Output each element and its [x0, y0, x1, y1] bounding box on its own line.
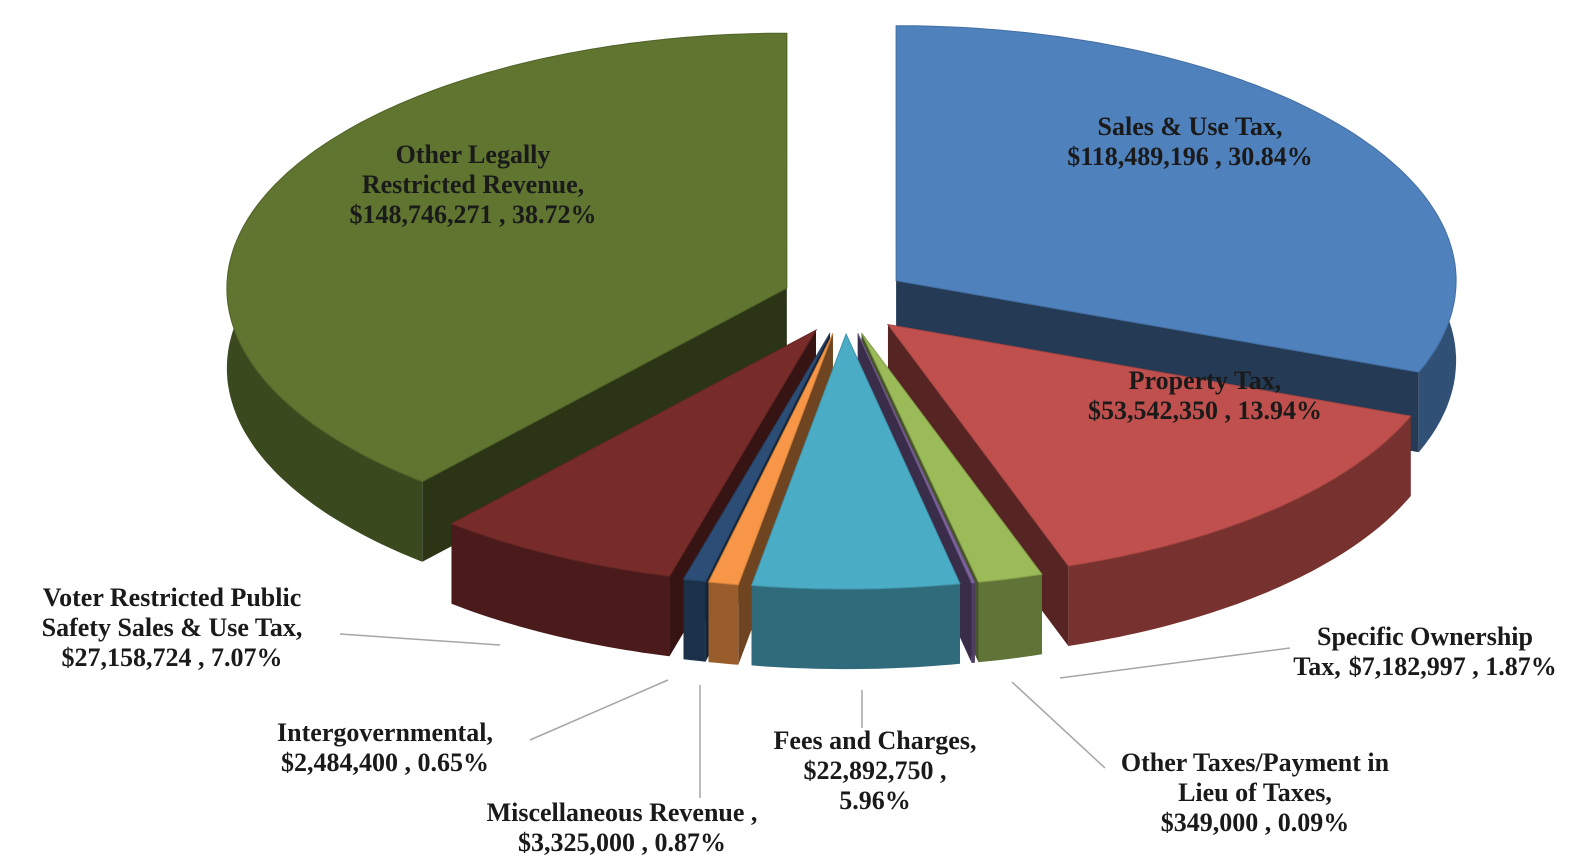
slice-top: [895, 25, 1457, 373]
slice-top: [886, 323, 1412, 567]
leader-line: [339, 633, 501, 646]
slice: [750, 332, 961, 670]
slice-label: Other Taxes/Payment in Lieu of Taxes, $34…: [1095, 748, 1415, 838]
slice-label: Other Legally Restricted Revenue, $148,74…: [350, 140, 597, 230]
category-label: Sales & Use Tax,: [1097, 112, 1283, 141]
category-label: Miscellaneous Revenue ,: [486, 798, 758, 827]
slice-label: Intergovernmental, $2,484,400 , 0.65%: [277, 718, 493, 778]
slice-outer-wall: [451, 523, 670, 657]
value-label: $53,542,350 , 13.94%: [1088, 396, 1322, 425]
slice-outer-wall: [971, 582, 975, 663]
leader-line: [1011, 681, 1106, 769]
value-label: $3,325,000 , 0.87%: [518, 828, 726, 857]
slice-top: [861, 332, 1043, 583]
slice-top: [450, 328, 818, 577]
slice-label: Property Tax, $53,542,350 , 13.94%: [1088, 366, 1322, 426]
value-label: $27,158,724 , 7.07%: [61, 643, 283, 672]
category-label: Property Tax,: [1128, 366, 1282, 395]
value-label: $118,489,196 , 30.84%: [1067, 142, 1313, 171]
slice-label: Fees and Charges, $22,892,750 , 5.96%: [774, 726, 977, 816]
slice-outer-wall: [751, 583, 960, 670]
slice-outer-wall: [708, 582, 739, 665]
slice-top: [750, 332, 961, 590]
value-label: $2,484,400 , 0.65%: [281, 748, 489, 777]
category-label: Intergovernmental,: [277, 718, 493, 747]
category-label: Fees and Charges,: [773, 726, 977, 755]
slice-label: Specific Ownership Tax, $7,182,997 , 1.87…: [1280, 622, 1570, 682]
slice-outer-wall: [978, 574, 1042, 663]
category-label: Specific Ownership Tax,: [1293, 622, 1533, 681]
slice: [886, 323, 1412, 646]
slice-outer-wall: [1068, 416, 1411, 646]
value-label: $22,892,750 , 5.96%: [803, 756, 947, 815]
category-label: Voter Restricted Public Safety Sales & U…: [41, 583, 303, 642]
category-label: Other Taxes/Payment in Lieu of Taxes,: [1120, 748, 1390, 807]
slice-top: [857, 333, 976, 584]
category-label: Other Legally Restricted Revenue,: [361, 140, 585, 199]
slice-outer-wall: [683, 579, 706, 662]
slice-top: [707, 333, 834, 586]
leader-line: [1059, 647, 1291, 679]
slice-top: [682, 332, 831, 583]
slice-label: Voter Restricted Public Safety Sales & U…: [7, 583, 337, 673]
slice-top: [226, 32, 788, 483]
slice-label: Miscellaneous Revenue , $3,325,000 , 0.87…: [487, 798, 758, 858]
value-label: $7,182,997 , 1.87%: [1348, 652, 1557, 681]
value-label: $349,000 , 0.09%: [1160, 808, 1350, 837]
leader-line: [529, 679, 669, 741]
value-label: $148,746,271 , 38.72%: [349, 200, 597, 229]
slice-label: Sales & Use Tax, $118,489,196 , 30.84%: [1067, 112, 1313, 172]
